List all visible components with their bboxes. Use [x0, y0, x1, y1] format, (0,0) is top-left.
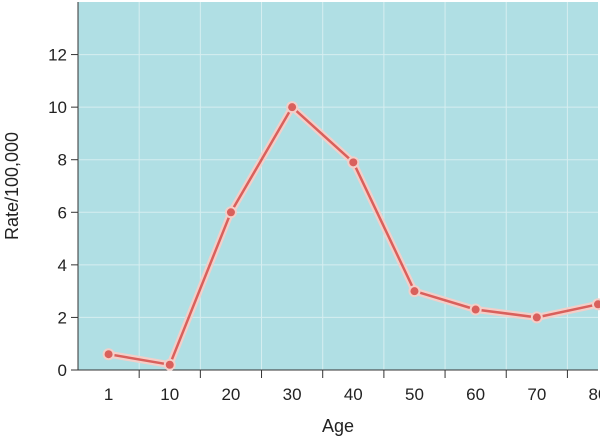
x-tick-label: 10: [160, 385, 179, 404]
x-tick-label: 70: [527, 385, 546, 404]
plot-area: [78, 2, 598, 370]
x-tick-label: 1: [104, 385, 113, 404]
data-point: [410, 287, 419, 296]
axes: [77, 2, 598, 371]
y-tick-label: 10: [48, 98, 67, 117]
data-point: [349, 158, 358, 167]
x-tick-label: 30: [283, 385, 302, 404]
x-tick-label: 20: [221, 385, 240, 404]
x-tick-label: 40: [344, 385, 363, 404]
data-point: [104, 350, 113, 359]
y-tick-label: 12: [48, 46, 67, 65]
data-point: [471, 305, 480, 314]
grid: [78, 2, 598, 370]
y-tick-label: 0: [58, 361, 67, 380]
data-point: [226, 208, 235, 217]
data-point: [165, 360, 174, 369]
y-tick-label: 6: [58, 203, 67, 222]
ticks: 0 2 4 6 8 10 12 1 10 20 30 40 50 60 70 80: [48, 46, 600, 404]
y-axis-title: Rate/100,000: [2, 132, 22, 240]
y-tick-label: 8: [58, 151, 67, 170]
x-tick-label: 80: [589, 385, 600, 404]
data-point: [532, 313, 541, 322]
y-tick-label: 2: [58, 308, 67, 327]
data-point: [594, 300, 600, 309]
series: [102, 101, 600, 371]
data-point: [288, 103, 297, 112]
x-tick-label: 50: [405, 385, 424, 404]
y-tick-label: 4: [58, 256, 67, 275]
x-tick-label: 60: [466, 385, 485, 404]
x-axis-title: Age: [322, 416, 354, 436]
